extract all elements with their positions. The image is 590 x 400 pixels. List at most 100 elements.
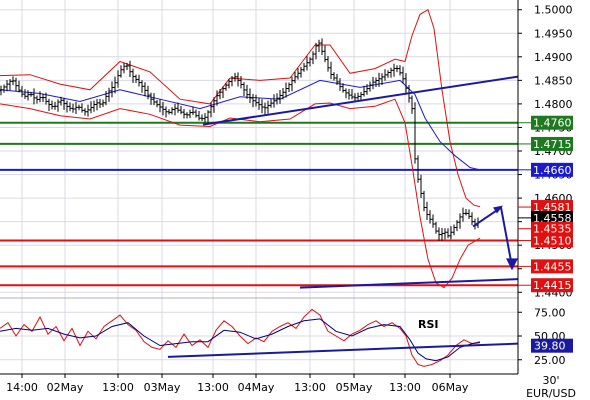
rsi-label: RSI (418, 318, 439, 331)
price-bar (305, 56, 309, 71)
price-bar (299, 66, 303, 78)
price-bar (0, 85, 3, 96)
price-bar (107, 87, 111, 102)
price-bar (206, 110, 210, 123)
price-bar (227, 78, 231, 89)
price-bar (179, 105, 183, 115)
price-bar (197, 110, 201, 121)
price-bar (470, 212, 474, 225)
price-bar (245, 84, 249, 99)
price-bar (56, 99, 60, 112)
price-bar (452, 224, 456, 236)
price-bar (335, 73, 339, 85)
price-bar (17, 80, 21, 93)
price-bar (41, 93, 45, 103)
price-bar (236, 72, 240, 87)
price-bar (131, 68, 135, 83)
level-tag-1.4660 (531, 162, 573, 177)
price-bar (176, 102, 180, 113)
moving-average-line (0, 79, 481, 171)
price-bar (62, 98, 66, 110)
level-tag-1.4760 (531, 115, 573, 130)
price-trendline-1 (299, 278, 519, 289)
price-bar (167, 109, 171, 115)
price-bar (122, 62, 126, 74)
projection-arrowhead-upper (493, 205, 503, 214)
price-bar (173, 103, 177, 116)
price-bar (98, 98, 102, 109)
level-tag-text: 1.4581 (533, 201, 572, 214)
price-bar (323, 45, 327, 63)
rsi-tick-label: 75.00 (534, 306, 566, 319)
x-tick-label: 02May (47, 381, 84, 394)
price-bar (50, 100, 54, 110)
price-bar (314, 42, 318, 60)
price-bar (377, 72, 381, 87)
price-bar (185, 112, 189, 119)
price-bar (44, 92, 48, 105)
price-bar (389, 67, 393, 78)
rsi-trendline (167, 342, 519, 358)
price-bar (383, 69, 387, 81)
price-bar (29, 91, 33, 97)
price-bar (461, 207, 465, 222)
price-bar (242, 82, 246, 97)
price-bar (74, 101, 78, 114)
level-tag-1.4415 (531, 278, 573, 293)
price-bar (233, 72, 237, 82)
price-bar (170, 107, 174, 115)
rsi-panel (0, 308, 519, 367)
level-tag-text: 1.4558 (533, 212, 572, 225)
price-bar (65, 100, 69, 113)
price-bar (380, 73, 384, 86)
price-bar (251, 93, 255, 108)
price-trendline-0 (202, 75, 519, 126)
price-bar (434, 221, 438, 234)
price-bar (350, 88, 354, 100)
price-bar (440, 227, 444, 241)
price-bar (431, 214, 435, 228)
price-bar (152, 93, 156, 106)
price-tick-label: 1.4900 (534, 51, 573, 64)
price-bar (116, 70, 120, 88)
level-tag-text: 1.4510 (533, 234, 572, 247)
price-bar (455, 220, 459, 232)
price-bar (38, 91, 42, 103)
projection-arrowhead (506, 258, 518, 271)
price-bar (149, 92, 153, 105)
price-bar (326, 56, 330, 72)
price-bar (353, 93, 357, 101)
price-bar (428, 210, 432, 224)
interval-label: 30' (542, 374, 559, 387)
level-tag-text: 1.4660 (533, 164, 572, 177)
price-bar (398, 65, 402, 76)
price-bar (128, 60, 132, 78)
price-bar (125, 62, 129, 70)
price-bar (14, 77, 18, 92)
price-bar (230, 75, 234, 87)
price-bar (437, 227, 441, 241)
price-bar (275, 93, 279, 105)
price-bar (59, 96, 63, 106)
price-bar (386, 70, 390, 78)
price-bar (215, 90, 219, 106)
price-bar (155, 100, 159, 108)
price-bar (458, 213, 462, 229)
price-bar (302, 62, 306, 72)
price-bar (392, 63, 396, 77)
rsi-tick-label: 25.00 (534, 354, 566, 367)
price-bar (200, 114, 204, 122)
level-tag-text: 1.4715 (533, 138, 572, 151)
price-bar (119, 65, 123, 78)
price-bar (182, 108, 186, 119)
rsi-value-text: 39.80 (534, 340, 566, 353)
level-tag-text: 1.4535 (533, 223, 572, 236)
price-bar (371, 76, 375, 90)
price-bar (467, 209, 471, 219)
price-bar (254, 94, 258, 107)
price-bar (53, 101, 57, 110)
price-bar (80, 103, 84, 113)
price-bar (332, 72, 336, 81)
price-bar (395, 65, 399, 73)
